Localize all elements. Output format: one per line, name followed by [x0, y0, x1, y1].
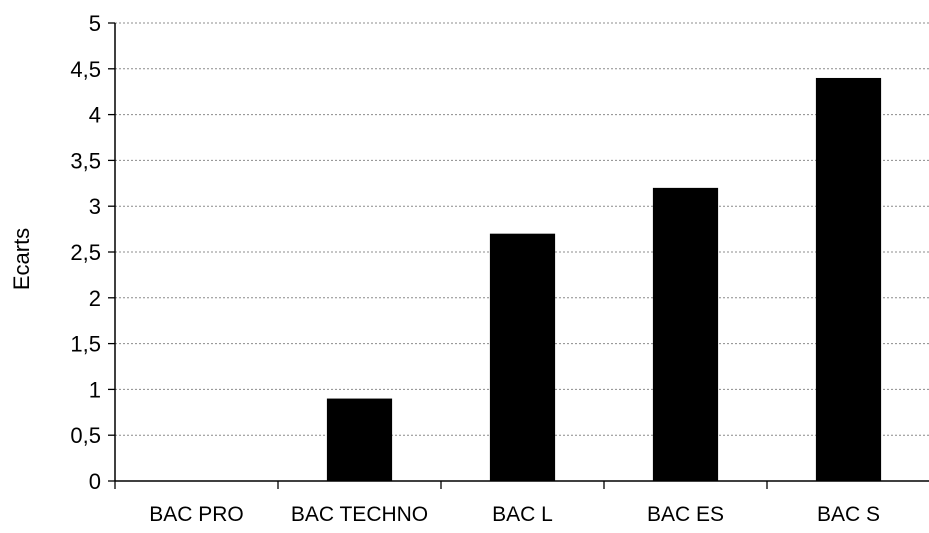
y-tick-label: 3,5	[70, 148, 101, 173]
x-tick-label: BAC ES	[647, 503, 724, 526]
bar	[652, 187, 719, 481]
y-tick-label: 0,5	[70, 423, 101, 448]
y-tick-label: 2	[89, 286, 101, 311]
bars	[326, 77, 882, 482]
y-tick-label: 5	[89, 11, 101, 36]
x-tick-label: BAC TECHNO	[291, 503, 428, 526]
y-tick-labels: 0 0,5 1 1,5 2 2,5 3 3,5 4 4,5 5	[70, 11, 115, 494]
bar	[489, 233, 556, 481]
bar	[815, 77, 882, 482]
x-tick-label: BAC S	[817, 503, 880, 526]
y-axis-title: Ecarts	[9, 228, 34, 290]
x-tick-label: BAC L	[492, 503, 553, 526]
bar	[326, 398, 393, 481]
y-tick-label: 1	[89, 377, 101, 402]
y-tick-label: 1,5	[70, 332, 101, 357]
y-tick-label: 2,5	[70, 240, 101, 265]
y-tick-label: 4	[89, 103, 101, 128]
x-tick-label: BAC PRO	[149, 503, 244, 526]
y-tick-label: 0	[89, 469, 101, 494]
y-tick-label: 4,5	[70, 57, 101, 82]
y-tick-label: 3	[89, 194, 101, 219]
x-tick-labels: BAC PRO BAC TECHNO BAC L BAC ES BAC S	[114, 481, 880, 526]
